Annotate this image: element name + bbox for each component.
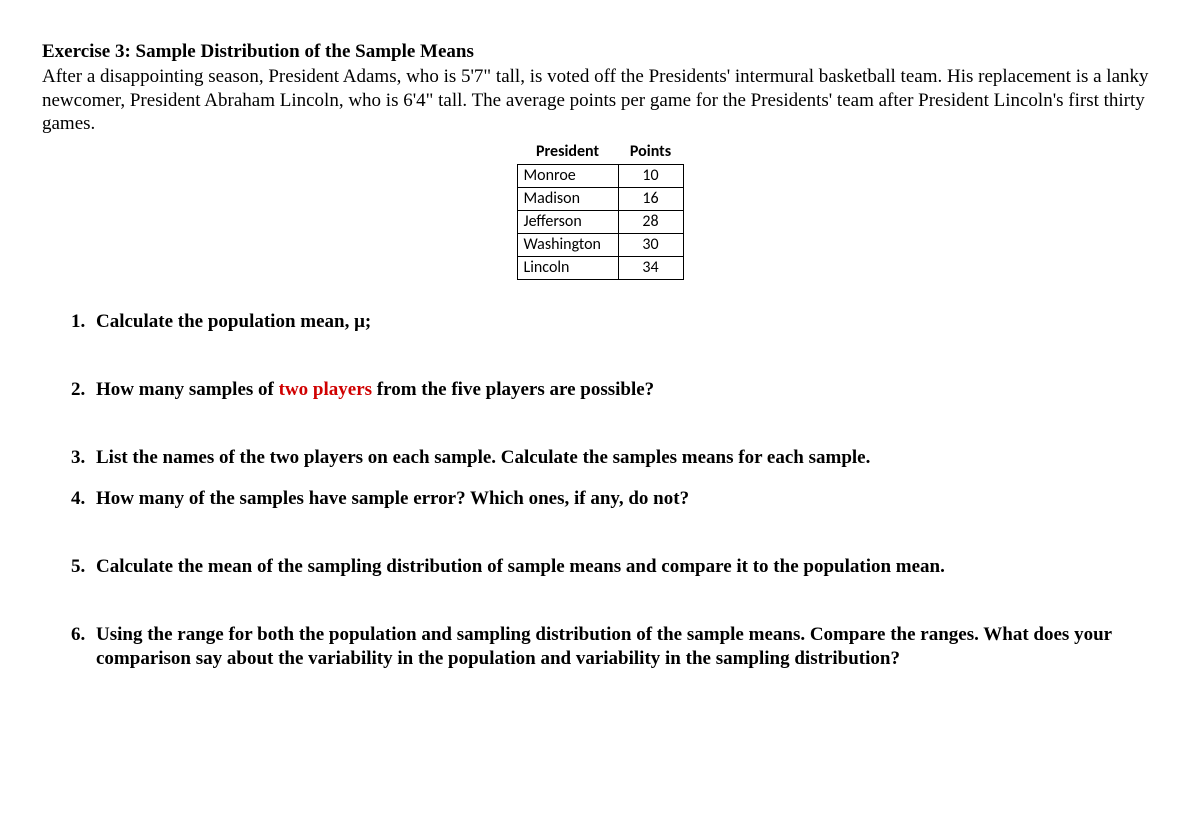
cell-points: 28 — [618, 211, 683, 234]
points-table-wrap: President Points Monroe 10 Madison 16 Je… — [42, 140, 1158, 280]
table-header-row: President Points — [517, 140, 683, 165]
exercise-title: Exercise 3: Sample Distribution of the S… — [42, 40, 1158, 64]
table-row: Monroe 10 — [517, 165, 683, 188]
table-row: Washington 30 — [517, 234, 683, 257]
table-row: Jefferson 28 — [517, 211, 683, 234]
question-list: Calculate the population mean, μ; How ma… — [42, 310, 1158, 670]
question-2: How many samples of two players from the… — [90, 378, 1158, 402]
points-table: President Points Monroe 10 Madison 16 Je… — [517, 140, 684, 280]
question-6: Using the range for both the population … — [90, 623, 1158, 671]
cell-president: Madison — [517, 188, 618, 211]
cell-president: Lincoln — [517, 257, 618, 280]
intro-paragraph: After a disappointing season, President … — [42, 65, 1158, 136]
header-points: Points — [618, 140, 683, 165]
header-president: President — [517, 140, 618, 165]
cell-points: 34 — [618, 257, 683, 280]
table-row: Madison 16 — [517, 188, 683, 211]
cell-president: Washington — [517, 234, 618, 257]
question-3: List the names of the two players on eac… — [90, 446, 1158, 470]
cell-president: Jefferson — [517, 211, 618, 234]
cell-points: 10 — [618, 165, 683, 188]
q2-part-a: How many samples of — [96, 379, 279, 400]
q2-part-c: from the five players are possible? — [372, 379, 654, 400]
cell-points: 30 — [618, 234, 683, 257]
question-1: Calculate the population mean, μ; — [90, 310, 1158, 334]
cell-points: 16 — [618, 188, 683, 211]
cell-president: Monroe — [517, 165, 618, 188]
question-5: Calculate the mean of the sampling distr… — [90, 555, 1158, 579]
q2-highlight: two players — [279, 379, 372, 400]
table-row: Lincoln 34 — [517, 257, 683, 280]
question-4: How many of the samples have sample erro… — [90, 487, 1158, 511]
